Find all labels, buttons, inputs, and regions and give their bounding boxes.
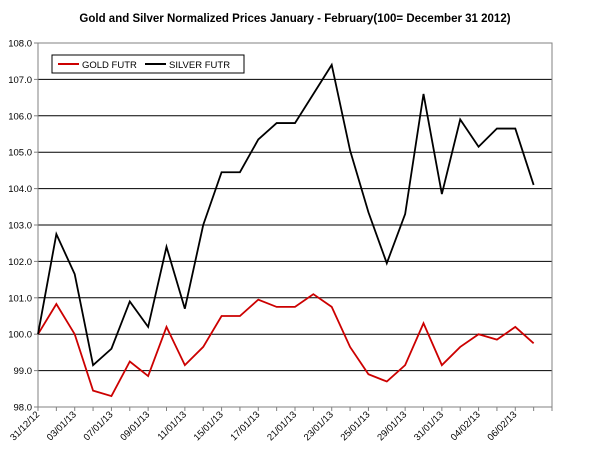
y-tick-label: 107.0: [8, 75, 32, 86]
x-tick-label: 11/01/13: [156, 409, 189, 442]
y-tick-label: 105.0: [8, 148, 32, 159]
series-line-gold: [37, 293, 535, 398]
x-tick-label: 09/01/13: [118, 409, 152, 443]
y-tick-label: 99.0: [14, 366, 33, 377]
x-tick-label: 21/01/13: [265, 409, 299, 443]
x-axis: 31/12/12 03/01/13 07/01/13 09/01/13 11/01/13…: [8, 407, 553, 443]
x-tick-label: 15/01/13: [192, 409, 226, 443]
chart-title: Gold and Silver Normalized Prices Januar…: [79, 13, 510, 25]
x-tick-label: 25/01/13: [339, 409, 373, 443]
y-tick-label: 102.0: [8, 257, 32, 268]
series-lines: [37, 62, 535, 398]
y-tick-label: 106.0: [8, 111, 32, 122]
x-tick-label: 23/01/13: [302, 409, 336, 443]
gridlines: [38, 78, 552, 372]
legend-gold-label: GOLD FUTR: [82, 60, 137, 71]
x-tick-label: 04/02/13: [449, 409, 483, 443]
series-line-silver: [37, 62, 535, 367]
x-tick-label: 06/02/13: [485, 409, 519, 443]
x-tick-label: 31/01/13: [412, 409, 446, 443]
x-tick-label: 03/01/13: [45, 409, 79, 443]
y-tick-label: 101.0: [8, 293, 32, 304]
y-tick-label: 104.0: [8, 184, 32, 195]
y-axis: 98.0 99.0 100.0 101.0 102.0 103.0 104.0 105.0 10…: [8, 39, 38, 414]
y-tick-label: 103.0: [8, 221, 32, 232]
x-tick-label: 31/12/12: [8, 409, 42, 443]
legend: GOLD FUTR SILVER FUTR: [51, 54, 245, 74]
x-tick-label: 17/01/13: [228, 409, 262, 443]
y-tick-label: 108.0: [8, 39, 32, 50]
x-tick-label: 07/01/13: [82, 409, 116, 443]
x-tick-label: 29/01/13: [375, 409, 409, 443]
legend-silver-label: SILVER FUTR: [169, 60, 230, 71]
y-tick-label: 100.0: [8, 330, 32, 341]
y-tick-label: 98.0: [14, 403, 33, 414]
